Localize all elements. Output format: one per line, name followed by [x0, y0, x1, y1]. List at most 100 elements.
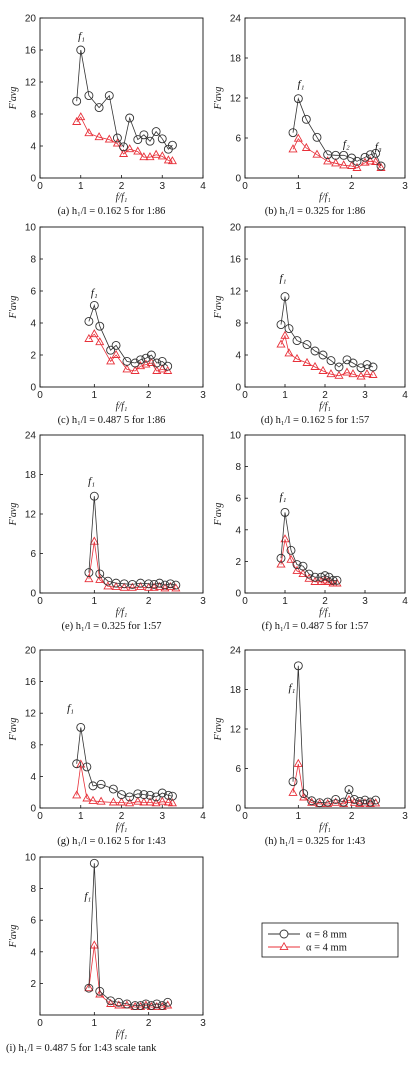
y-tick-label: 6: [30, 287, 36, 298]
data-point: [349, 797, 359, 806]
y-tick-label: 24: [230, 14, 242, 25]
data-point: [355, 798, 365, 808]
y-tick-label: 0: [235, 174, 241, 185]
data-point: [167, 791, 177, 801]
data-point: [318, 365, 328, 374]
y-axis-label: F′avg: [8, 296, 19, 320]
data-point: [141, 353, 151, 363]
data-point: [302, 340, 312, 350]
x-tick-label: 2: [119, 181, 125, 192]
plot-frame: [244, 649, 406, 809]
data-point: [157, 788, 167, 798]
x-tick-label: 3: [159, 181, 165, 192]
y-tick-label: 18: [230, 54, 242, 65]
y-tick-label: 6: [30, 916, 36, 927]
x-tick-label: 4: [200, 181, 206, 192]
y-tick-label: 4: [235, 351, 241, 362]
x-tick-label: 3: [402, 181, 408, 192]
data-point: [299, 789, 309, 798]
y-tick-label: 24: [25, 431, 37, 442]
data-point: [119, 142, 128, 152]
y-axis-label: F′avg: [213, 718, 224, 742]
data-point: [360, 157, 370, 166]
data-point: [293, 758, 303, 767]
data-point: [151, 127, 161, 137]
data-point: [371, 798, 381, 807]
data-point: [116, 797, 127, 806]
data-point: [125, 798, 135, 807]
legend-marker: [279, 941, 289, 950]
y-tick-label: 0: [235, 589, 241, 600]
x-tick-label: 3: [200, 596, 206, 607]
data-point: [365, 156, 375, 165]
data-point: [339, 797, 349, 807]
data-point: [94, 132, 104, 141]
data-point: [323, 798, 333, 808]
x-tick-label: 0: [242, 596, 248, 607]
data-point: [163, 790, 173, 800]
x-axis-label: f/f₁: [116, 401, 128, 412]
data-point: [152, 358, 162, 368]
data-point: [368, 369, 378, 378]
data-point: [82, 793, 92, 802]
peak-annotation: f₁: [84, 891, 91, 903]
data-point: [276, 320, 286, 330]
data-point: [108, 784, 118, 794]
y-tick-label: 12: [230, 94, 242, 105]
data-point: [119, 582, 129, 591]
data-point: [89, 940, 99, 949]
data-point: [376, 162, 386, 171]
y-tick-label: 12: [25, 510, 37, 521]
legend-label: α = 8 mm: [306, 930, 347, 941]
chart-i: 0 1 2 3 2 4 6 8 10 f/f₁ F′avg (i) h₁/l = 0.487 5 fo…: [6, 853, 206, 1055]
legend-box: [261, 922, 399, 958]
data-point: [84, 574, 94, 583]
data-point: [284, 324, 294, 334]
data-point: [355, 796, 365, 806]
data-point: [339, 160, 349, 169]
y-tick-label: 16: [230, 255, 242, 266]
data-point: [76, 112, 86, 121]
x-tick-label: 0: [37, 1018, 43, 1029]
data-point: [288, 787, 298, 796]
y-tick-label: 6: [30, 549, 36, 560]
y-tick-label: 0: [30, 589, 36, 600]
data-point: [141, 999, 151, 1009]
y-tick-label: 24: [230, 646, 242, 657]
x-tick-label: 3: [159, 811, 165, 822]
y-tick-label: 2: [30, 351, 36, 362]
data-point: [298, 561, 308, 571]
data-point: [347, 160, 357, 169]
x-axis-label: f/f₁: [319, 822, 331, 833]
data-point: [157, 356, 167, 366]
data-point: [103, 576, 113, 586]
data-point: [371, 795, 381, 805]
data-point: [171, 583, 181, 592]
data-point: [331, 158, 341, 167]
y-tick-label: 16: [25, 46, 37, 57]
data-point: [320, 571, 330, 581]
y-tick-label: 4: [235, 525, 241, 536]
data-point: [84, 91, 94, 101]
data-point: [95, 337, 105, 346]
data-point: [163, 797, 173, 806]
data-point: [286, 554, 296, 563]
data-point: [133, 789, 143, 799]
data-point: [362, 360, 372, 370]
data-point: [76, 722, 86, 732]
data-point: [157, 1001, 167, 1010]
data-point: [114, 1000, 124, 1009]
x-tick-label: 2: [349, 181, 355, 192]
series-line: [76, 49, 173, 150]
x-tick-label: 2: [322, 390, 328, 401]
y-axis-label: F′avg: [213, 296, 224, 320]
data-point: [310, 346, 320, 356]
x-tick-label: 3: [362, 390, 368, 401]
y-tick-label: 12: [25, 78, 37, 89]
data-point: [352, 156, 362, 166]
data-point: [167, 156, 177, 165]
data-point: [111, 349, 121, 358]
data-point: [89, 329, 99, 338]
chart-caption: (d) h₁/l = 0.162 5 for 1:57: [261, 415, 369, 426]
